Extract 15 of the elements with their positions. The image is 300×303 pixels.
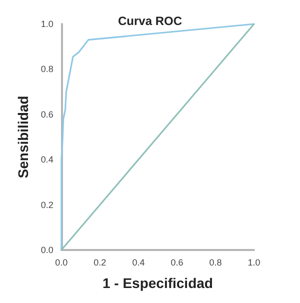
y-tick-label: 0.0 <box>40 245 54 255</box>
x-tick-label: 0.8 <box>209 258 222 268</box>
y-tick-label: 1.0 <box>40 19 54 29</box>
x-tick-label: 0.2 <box>94 258 106 268</box>
x-axis-title: 1 - Especificidad <box>102 275 213 291</box>
y-tick-label: 0.4 <box>40 154 54 165</box>
y-axis-title: Sensibilidad <box>15 96 31 178</box>
x-tick-label: 0.6 <box>170 258 184 268</box>
x-tick-label: 1.0 <box>248 258 260 268</box>
x-tick-label: 0.0 <box>55 258 68 268</box>
y-tick-label: 0.8 <box>40 64 54 74</box>
chart-title: Curva ROC <box>118 14 182 28</box>
x-tick-label: 0.4 <box>132 258 145 268</box>
y-tick-label: 0.6 <box>40 109 54 120</box>
y-tick-label: 0.2 <box>40 200 54 210</box>
